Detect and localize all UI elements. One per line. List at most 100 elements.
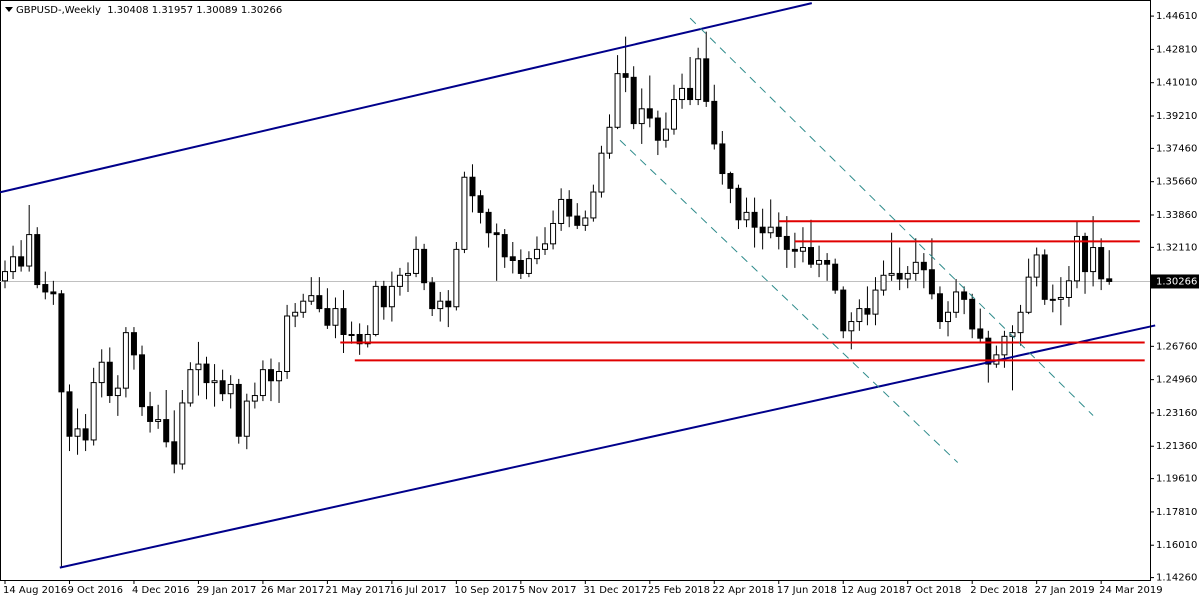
- candle-body: [630, 76, 637, 125]
- x-tick-label: 12 Aug 2018: [841, 585, 905, 596]
- candle-body: [267, 369, 274, 382]
- candle-body: [300, 300, 307, 313]
- y-tick-label: 1.41010: [1156, 78, 1197, 89]
- y-tick-label: 1.39210: [1156, 111, 1197, 122]
- candle-body: [130, 332, 137, 356]
- candle-body: [719, 143, 726, 175]
- y-tick-label: 1.42810: [1156, 44, 1197, 55]
- candle-body: [888, 272, 895, 276]
- candle-body: [662, 128, 669, 141]
- candle-body: [364, 333, 371, 345]
- candle-body: [429, 282, 436, 310]
- y-tick-label: 1.37460: [1156, 143, 1197, 154]
- candle-body: [34, 234, 41, 286]
- candle-body: [501, 234, 508, 258]
- x-tick-label: 25 Feb 2018: [648, 585, 710, 596]
- candle-body: [832, 263, 839, 291]
- candle-body: [904, 272, 911, 280]
- candle-body: [50, 291, 57, 295]
- candle-body: [372, 285, 379, 335]
- candle-body: [316, 295, 323, 310]
- candle-body: [969, 298, 976, 330]
- candle-body: [219, 380, 226, 395]
- candle-body: [485, 211, 492, 234]
- candle-body: [711, 100, 718, 145]
- candle-body: [743, 211, 750, 221]
- x-tick-label: 10 Sep 2017: [454, 585, 517, 596]
- candle-body: [26, 234, 33, 267]
- candle-body: [533, 248, 540, 260]
- candle-body: [727, 173, 734, 189]
- candle-body: [155, 419, 162, 422]
- x-tick-label: 26 Mar 2017: [261, 585, 324, 596]
- candle-body: [566, 198, 573, 217]
- candle-body: [703, 58, 710, 102]
- x-tick-label: 2 Dec 2018: [970, 585, 1028, 596]
- price-label: 1.30266: [1156, 276, 1197, 287]
- candle-body: [977, 328, 984, 339]
- x-tick-label: 22 Apr 2018: [712, 585, 774, 596]
- candle-body: [276, 370, 283, 382]
- candle-body: [856, 308, 863, 323]
- candle-body: [187, 369, 194, 404]
- x-tick-label: 17 Jun 2018: [777, 585, 837, 596]
- candle-body: [98, 361, 105, 384]
- candle-body: [945, 311, 952, 323]
- plot-frame: [0, 0, 1151, 581]
- candle-body: [848, 321, 855, 332]
- candle-body: [74, 428, 81, 437]
- candle-body: [896, 272, 903, 280]
- candle-body: [590, 191, 597, 219]
- candle-body: [82, 428, 89, 441]
- candle-body: [775, 226, 782, 237]
- candle-body: [348, 333, 355, 336]
- candle-body: [66, 391, 73, 437]
- candle-body: [872, 289, 879, 315]
- x-tick-label: 31 Dec 2017: [583, 585, 647, 596]
- candle-body: [122, 332, 129, 389]
- candle-body: [171, 441, 178, 465]
- y-tick-label: 1.44610: [1156, 11, 1197, 22]
- x-tick-label: 24 Mar 2019: [1099, 585, 1162, 596]
- candle-body: [1082, 235, 1089, 273]
- candle-body: [396, 274, 403, 287]
- candle-body: [880, 274, 887, 291]
- candle-body: [493, 232, 500, 236]
- candle-body: [550, 222, 557, 245]
- candle-body: [292, 311, 299, 317]
- candle-body: [1017, 311, 1024, 334]
- candle-body: [864, 308, 871, 315]
- candle-body: [10, 256, 17, 273]
- candle-body: [985, 337, 992, 365]
- candle-body: [638, 108, 645, 125]
- candle-body: [598, 152, 605, 193]
- candle-body: [42, 284, 49, 293]
- y-tick-label: 1.32110: [1156, 242, 1197, 253]
- candle-body: [791, 248, 798, 252]
- candle-body: [525, 258, 532, 274]
- candle-body: [308, 295, 315, 302]
- y-tick-label: 1.26760: [1156, 341, 1197, 352]
- y-tick-label: 1.24960: [1156, 375, 1197, 386]
- candle-body: [582, 217, 589, 226]
- candle-body: [227, 383, 234, 395]
- candle-body: [18, 256, 25, 267]
- x-tick-label: 7 Oct 2018: [906, 585, 961, 596]
- candle-body: [421, 248, 428, 284]
- price-label-box: [1151, 274, 1199, 289]
- candle-body: [1001, 335, 1008, 356]
- candle-body: [203, 363, 210, 384]
- candle-body: [542, 243, 549, 250]
- candle-body: [324, 308, 331, 326]
- y-tick-label: 1.33860: [1156, 210, 1197, 221]
- trend-line: [0, 2, 813, 194]
- candle-body: [1106, 278, 1113, 282]
- candle-body: [953, 291, 960, 313]
- candle-body: [413, 248, 420, 274]
- candle-body: [687, 87, 694, 101]
- candle-body: [388, 285, 395, 308]
- candle-body: [58, 293, 65, 393]
- candle-body: [1073, 235, 1080, 282]
- candle-body: [179, 402, 186, 465]
- candle-body: [759, 226, 766, 234]
